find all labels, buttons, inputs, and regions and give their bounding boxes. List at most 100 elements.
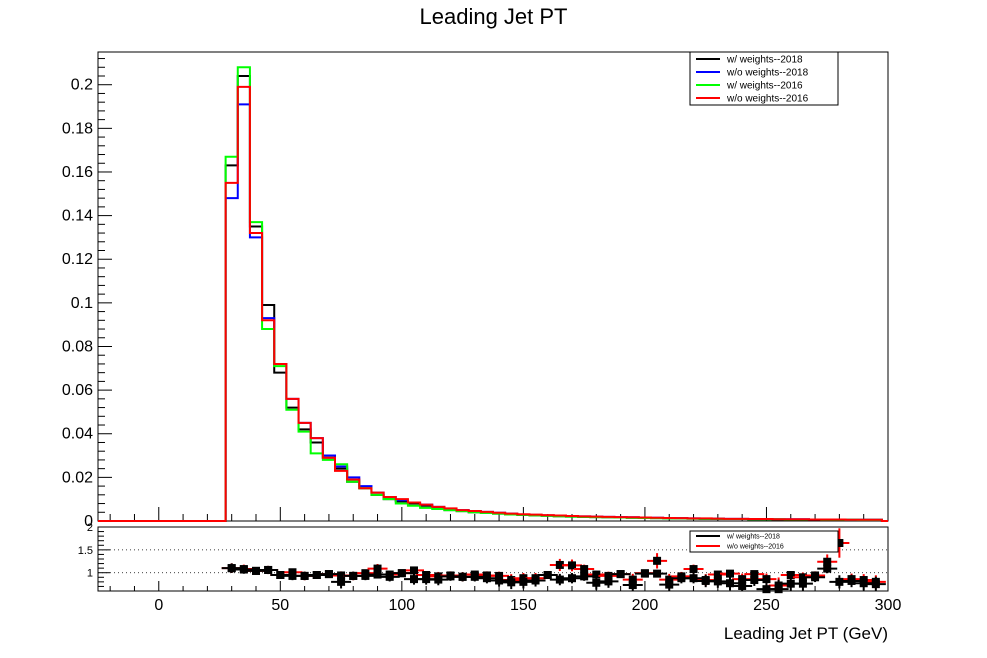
ratio-point [482,574,491,583]
ratio-point [592,570,601,579]
ratio-point [239,565,248,574]
ratio-y-tick-label: 2 [87,522,93,534]
series-line-0 [98,74,888,522]
ratio-point [798,579,807,588]
ratio-point [677,574,686,583]
ratio-point [811,573,820,582]
ratio-point [738,581,747,590]
ratio-point [300,571,309,580]
ratio-point [519,577,528,586]
ratio-point [580,572,589,581]
ratio-point [543,571,552,579]
ratio-point [373,564,382,573]
main-legend [689,51,839,106]
x-axis-label: Leading Jet PT (GeV) [723,624,888,643]
ratio-point [762,585,771,594]
ratio-point [264,565,273,574]
ratio-point [349,571,358,580]
ratio-point [604,577,613,586]
ratio-point [616,570,625,579]
ratio-point [555,575,564,584]
ratio-point [750,570,759,579]
y-tick-label: 0 [84,513,93,530]
ratio-point [859,579,868,588]
ratio-point [434,575,443,584]
ratio-point [410,575,418,584]
x-tick-label: 200 [632,597,659,614]
ratio-point [568,561,576,570]
ratio-point [847,576,856,585]
legend-label: w/o weights--2018 [726,68,809,79]
x-tick-label: 100 [388,597,415,614]
ratio-legend-label: w/ weights--2018 [726,534,780,541]
ratio-point [276,571,285,579]
ratio-point [774,585,783,594]
series-line-3 [98,85,888,522]
y-tick-label: 0.1 [71,295,93,312]
ratio-point [312,571,321,579]
ratio-point [823,557,832,566]
ratio-point [653,569,662,578]
ratio-point [762,575,771,584]
ratio-point [580,565,589,574]
ratio-point [750,576,759,585]
ratio-point [823,564,832,573]
ratio-point [422,575,431,584]
main-plot: 0 0.02 0.04 0.06 0.08 0.1 0.12 0.14 0.16 0.18 0.2 w… [62,51,889,530]
y-tick-label: 0.2 [71,77,93,94]
ratio-point [726,569,734,578]
y-tick-label: 0.18 [62,120,93,137]
ratio-point [640,569,649,578]
ratio-point [713,570,722,579]
ratio-point [726,579,734,588]
ratio-point [871,580,880,589]
ratio-point [373,570,382,579]
legend-label: w/o weights--2016 [726,94,809,105]
ratio-point [568,574,576,583]
ratio-point [324,570,333,579]
y-tick-label: 0.06 [62,382,93,399]
ratio-point [361,571,370,580]
ratio-point [786,579,795,588]
x-tick-label: 0 [154,597,163,614]
y-tick-label: 0.08 [62,338,93,355]
legend-label: w/ weights--2016 [726,81,803,92]
ratio-point [495,576,504,585]
series-line-1 [98,103,888,522]
ratio-plot: 1 1.5 2 0 50 100 150 200 250 300 w/ weights--2018 w… [78,522,902,614]
ratio-point [507,578,516,587]
ratio-y-tick-label: 1.5 [78,545,93,557]
ratio-point [288,571,297,580]
ratio-legend [689,530,839,553]
ratio-point [458,572,467,581]
ratio-y-tick-label: 1 [87,568,93,580]
ratio-point [337,577,346,586]
x-tick-label: 250 [753,597,780,614]
ratio-point [227,564,236,573]
x-tick-label: 50 [271,597,289,614]
legend-label: w/ weights--2018 [726,55,803,66]
ratio-point [446,572,455,581]
series-line-2 [98,66,888,522]
ratio-point [410,566,418,575]
x-tick-label: 300 [875,597,902,614]
ratio-point [653,556,662,565]
ratio-point [835,539,844,547]
ratio-point [786,571,795,579]
x-tick-label: 150 [510,597,537,614]
y-tick-label: 0.16 [62,164,93,181]
ratio-point [665,580,674,589]
ratio-point [689,565,698,574]
y-tick-label: 0.12 [62,251,93,268]
ratio-point [628,581,637,590]
ratio-point [252,566,260,575]
ratio-point [701,576,710,585]
main-frame [97,51,889,522]
chart-title: Leading Jet PT [419,4,568,29]
ratio-point [555,560,564,569]
y-tick-label: 0.02 [62,469,93,486]
ratio-legend-label: w/o weights--2016 [726,544,784,551]
ratio-point [713,577,722,586]
ratio-point [592,578,601,587]
